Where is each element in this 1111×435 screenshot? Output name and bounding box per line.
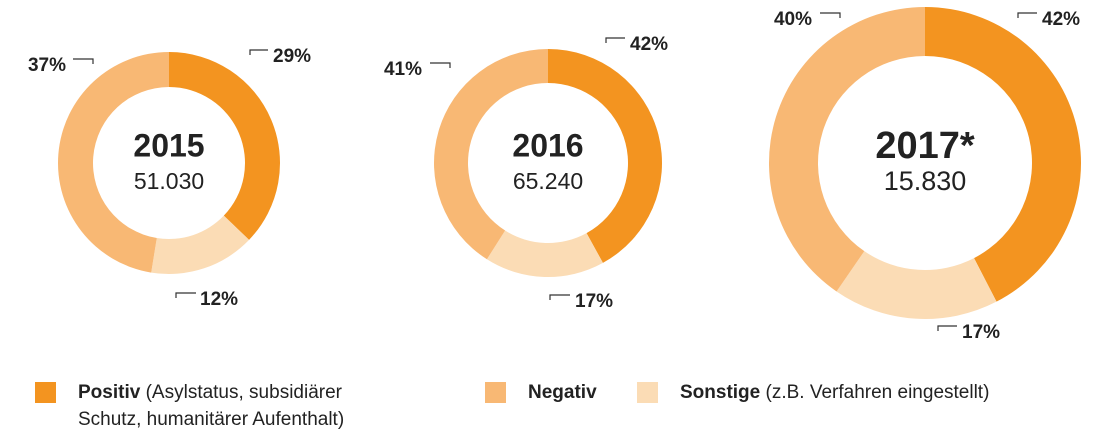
legend-label: Sonstige (z.B. Verfahren eingestellt) bbox=[680, 382, 989, 403]
donut-segment bbox=[57, 52, 169, 273]
donut-segment bbox=[925, 7, 1082, 302]
chart-subtitle: 15.830 bbox=[884, 166, 967, 196]
leader-line bbox=[605, 37, 625, 43]
legend-swatch bbox=[637, 382, 658, 403]
chart-title: 2017* bbox=[875, 125, 975, 167]
donut-segment bbox=[151, 215, 250, 275]
legend-note: (z.B. Verfahren eingestellt) bbox=[760, 382, 989, 403]
leader-line bbox=[249, 49, 268, 55]
leader-line bbox=[73, 58, 94, 64]
leader-line bbox=[937, 325, 957, 331]
chart-subtitle: 51.030 bbox=[134, 168, 204, 194]
legend-name: Positiv bbox=[78, 382, 141, 403]
value-label: 41% bbox=[384, 59, 422, 80]
value-label: 37% bbox=[28, 55, 66, 76]
value-label: 42% bbox=[1042, 9, 1080, 30]
value-label: 29% bbox=[273, 46, 311, 67]
value-label: 12% bbox=[200, 289, 238, 310]
legend-note: (Asylstatus, subsidiärer bbox=[140, 382, 342, 403]
legend-label: Negativ bbox=[528, 382, 597, 403]
leader-line bbox=[820, 12, 841, 18]
legend-swatch bbox=[485, 382, 506, 403]
leader-line bbox=[430, 62, 451, 68]
value-label: 42% bbox=[630, 34, 668, 55]
legend-swatch bbox=[35, 382, 56, 403]
legend-name: Sonstige bbox=[680, 382, 760, 403]
chart-title: 2016 bbox=[512, 127, 583, 163]
value-label: 17% bbox=[962, 322, 1000, 343]
chart-title: 2015 bbox=[133, 127, 204, 163]
donut-segment bbox=[548, 49, 662, 263]
chart-subtitle: 65.240 bbox=[513, 168, 583, 194]
donut-segment bbox=[169, 52, 281, 240]
value-label: 40% bbox=[774, 9, 812, 30]
donut-segment bbox=[486, 230, 603, 277]
value-label: 17% bbox=[575, 291, 613, 312]
donut-segment bbox=[768, 7, 925, 292]
leader-line bbox=[549, 294, 570, 300]
donut-segment bbox=[836, 251, 997, 319]
legend-label: Positiv (Asylstatus, subsidiärer bbox=[78, 382, 343, 403]
legend-name: Negativ bbox=[528, 382, 597, 403]
leader-line bbox=[1017, 12, 1037, 18]
leader-line bbox=[175, 292, 196, 298]
donut-segment bbox=[433, 49, 548, 260]
legend-note: Schutz, humanitärer Aufenthalt) bbox=[78, 409, 344, 430]
